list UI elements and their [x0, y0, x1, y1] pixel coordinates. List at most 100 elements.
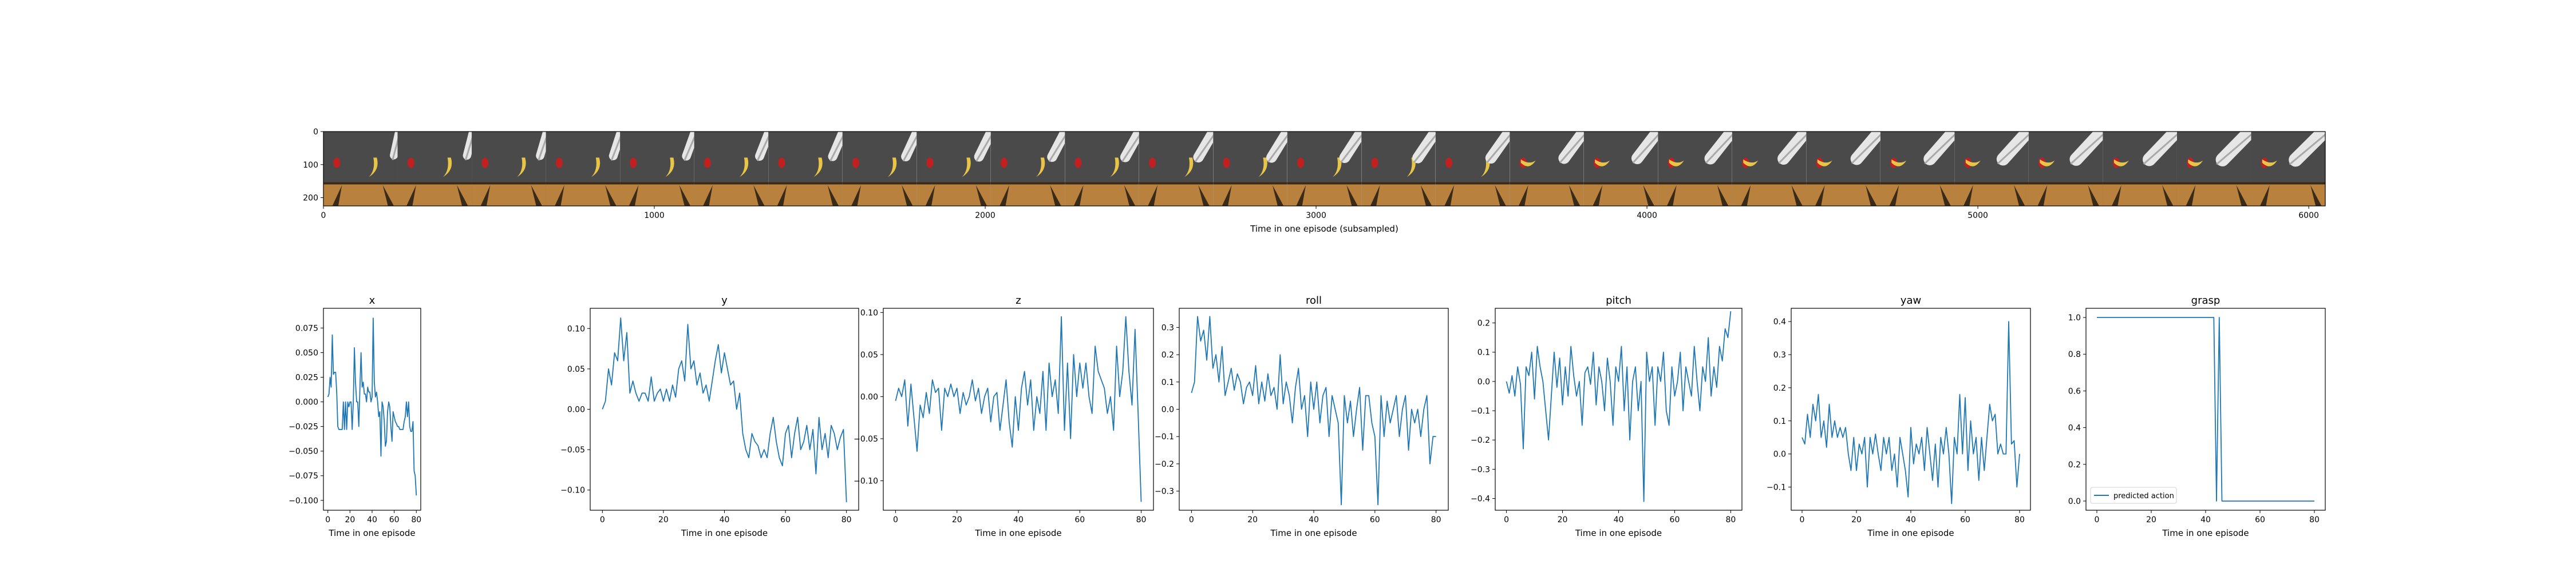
x-tick-label: 0 [1504, 515, 1509, 525]
frame-robot-arm-shadow [2216, 133, 2251, 165]
frame-table-leg [1073, 185, 1084, 206]
frame-table-leg [2037, 185, 2048, 206]
frame-table-edge [323, 182, 398, 185]
x-tick-label: 80 [841, 515, 852, 525]
series-line [327, 317, 417, 496]
filmstrip-x-tick-label: 3000 [1306, 211, 1326, 220]
x-tick-label: 0 [1189, 515, 1194, 525]
frame-red-object [852, 157, 859, 168]
frame-table-leg [1198, 185, 1210, 206]
frame-table-leg [703, 185, 713, 206]
y-tick-label: 0.10 [860, 308, 878, 317]
frame-table-leg [2310, 185, 2322, 206]
y-tick-label: 0.00 [567, 406, 585, 415]
series-line [895, 316, 1142, 502]
frame-red-object [1445, 157, 1453, 168]
frame-table-leg [975, 185, 987, 206]
chart-yaw: yaw 0 20 40 60 80 −0.1 0.0 0.1 0.2 0.3 0.4 Time in o… [1767, 295, 2031, 538]
x-tick-label: 0 [2095, 515, 2100, 525]
chart-title: grasp [2191, 295, 2221, 307]
filmstrip-frame [1435, 132, 1510, 206]
series-line [1506, 311, 1732, 502]
frame-banana [1595, 159, 1610, 166]
frame-robot-arm-shadow [1778, 133, 1807, 164]
frame-table-edge [2028, 182, 2103, 185]
frame-red-object [1074, 157, 1082, 168]
y-tick-label: 0.0 [1477, 378, 1490, 387]
frame-robot-arm-shadow [392, 138, 398, 160]
frame-table-edge [1510, 182, 1584, 185]
filmstrip-frame [768, 132, 843, 206]
frame-table-edge [472, 182, 546, 185]
frame-banana [665, 157, 674, 177]
frame-banana [887, 157, 897, 177]
y-tick-label: −0.3 [1155, 487, 1174, 496]
chart-x-axis-label: Time in one episode [1575, 528, 1662, 538]
chart-title: z [1016, 295, 1021, 307]
frame-table-edge [1287, 182, 1362, 185]
frame-table-edge [620, 182, 694, 185]
frame-red-object [555, 157, 563, 168]
y-tick-label: 0.00 [860, 392, 878, 402]
frame-table-leg [1518, 185, 1528, 206]
frame-banana [1036, 157, 1045, 177]
frame-robot-arm-shadow [1851, 133, 1880, 164]
frame-robot-arm-shadow [829, 135, 843, 162]
frame-table-leg [2260, 185, 2270, 206]
frame-table-leg [1420, 185, 1432, 206]
y-tick-label: 0.6 [2068, 387, 2081, 396]
frame-table-leg [2088, 185, 2099, 206]
frame-robot-arm-shadow [1413, 134, 1436, 163]
x-tick-label: 0 [893, 515, 898, 525]
filmstrip-x-tick-label: 6000 [2298, 211, 2319, 220]
frame-table-leg [1296, 185, 1306, 206]
filmstrip-frame [620, 132, 694, 206]
x-tick-label: 60 [389, 515, 400, 525]
frame-table-leg [851, 185, 862, 206]
frame-table-leg [1889, 185, 1899, 206]
filmstrip-frame [1658, 132, 1732, 206]
frame-table-leg [679, 185, 691, 206]
frame-banana [1332, 157, 1342, 177]
x-tick-label: 40 [1614, 515, 1624, 525]
frame-table-leg [1963, 185, 1973, 206]
frame-table-leg [1939, 185, 1951, 206]
filmstrip-x-tick-label: 5000 [1967, 211, 1988, 220]
x-tick-label: 0 [325, 515, 330, 525]
frame-table-leg [1222, 185, 1232, 206]
x-tick-label: 20 [1247, 515, 1258, 525]
frame-table-leg [1370, 185, 1380, 206]
frame-table-leg [629, 185, 639, 206]
y-tick-label: −0.4 [1471, 495, 1490, 504]
series-line [602, 317, 847, 502]
y-tick-label: 0.10 [567, 324, 585, 333]
frame-banana [442, 157, 452, 177]
x-tick-label: 40 [367, 515, 377, 525]
x-tick-label: 80 [411, 515, 421, 525]
x-tick-label: 20 [345, 515, 355, 525]
filmstrip-frame [1213, 132, 1287, 206]
frame-table-leg [2162, 185, 2174, 206]
frame-robot-arm-shadow [1267, 134, 1287, 163]
frame-table-leg [2111, 185, 2121, 206]
y-tick-label: 0.050 [295, 348, 318, 357]
frame-table-edge [2103, 182, 2177, 185]
frame-table-leg [480, 185, 491, 206]
frame-table-edge [768, 182, 843, 185]
y-tick-label: −0.2 [1155, 460, 1174, 469]
frame-table-leg [925, 185, 935, 206]
frame-table-leg [1346, 185, 1358, 206]
x-tick-label: 20 [1851, 515, 1862, 525]
x-tick-label: 0 [600, 515, 605, 525]
frame-table-leg [777, 185, 787, 206]
frame-red-object [1297, 157, 1305, 168]
frame-banana [1817, 159, 1832, 166]
x-tick-label: 80 [2014, 515, 2025, 525]
frame-banana [1110, 157, 1119, 177]
y-tick-label: −0.075 [289, 472, 318, 481]
action-charts: x0 20 40 60 80−0.100−0.075−0.050−0.0250.0000… [289, 295, 2326, 538]
filmstrip-frame [2103, 132, 2177, 206]
filmstrip-y-tick-label: 100 [303, 161, 318, 170]
filmstrip-x-tick-label: 2000 [975, 211, 995, 220]
